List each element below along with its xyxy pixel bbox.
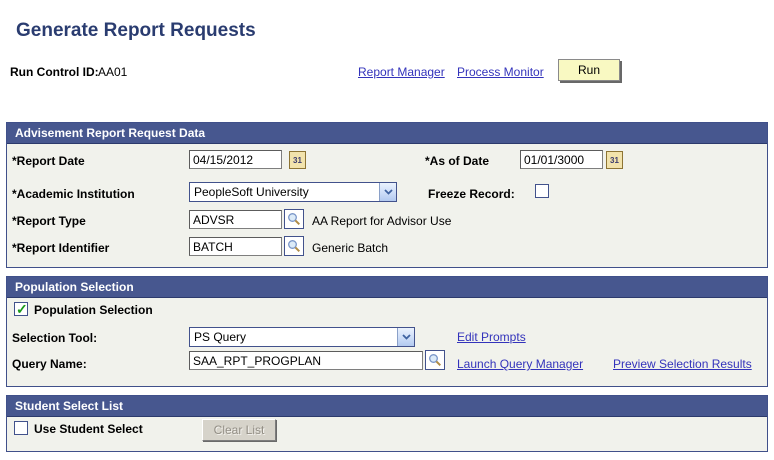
report-date-label: *Report Date (12, 154, 85, 168)
run-button[interactable]: Run (558, 59, 620, 81)
edit-prompts-link[interactable]: Edit Prompts (457, 330, 526, 344)
query-name-label: Query Name: (12, 357, 87, 371)
report-type-description: AA Report for Advisor Use (312, 214, 452, 228)
selection-tool-selected-value: PS Query (194, 330, 247, 344)
academic-institution-select[interactable]: PeopleSoft University (189, 182, 397, 202)
academic-institution-label: *Academic Institution (12, 187, 135, 201)
advisement-report-request-data-section: Advisement Report Request Data (6, 122, 768, 268)
population-selection-checkbox-label: Population Selection (34, 303, 153, 317)
selection-tool-label: Selection Tool: (12, 331, 98, 345)
launch-query-manager-link[interactable]: Launch Query Manager (457, 357, 584, 371)
chevron-down-icon[interactable] (397, 328, 414, 346)
freeze-record-label: Freeze Record: (428, 187, 515, 201)
freeze-record-checkbox[interactable] (535, 184, 549, 198)
as-of-date-input[interactable] (520, 150, 603, 169)
report-type-lookup-icon[interactable] (284, 209, 304, 229)
report-identifier-input[interactable] (189, 237, 282, 256)
report-identifier-description: Generic Batch (312, 241, 389, 255)
report-type-input[interactable] (189, 210, 282, 229)
report-manager-link[interactable]: Report Manager (358, 65, 445, 79)
report-identifier-lookup-icon[interactable] (284, 236, 304, 256)
report-date-input[interactable] (189, 150, 282, 169)
query-name-lookup-icon[interactable] (425, 350, 445, 370)
run-control-id-value: AA01 (98, 65, 128, 79)
population-selection-checkbox[interactable] (14, 301, 28, 318)
student-select-list-section: Student Select List (6, 395, 768, 452)
chevron-down-icon[interactable] (379, 183, 396, 201)
as-of-date-label: *As of Date (425, 154, 490, 168)
section-header-student-select: Student Select List (7, 396, 767, 417)
run-control-id-label: Run Control ID: (10, 65, 99, 79)
process-monitor-link[interactable]: Process Monitor (457, 65, 544, 79)
preview-selection-results-link[interactable]: Preview Selection Results (613, 357, 752, 371)
page-title: Generate Report Requests (16, 20, 256, 41)
selection-tool-select[interactable]: PS Query (189, 327, 415, 347)
use-student-select-label: Use Student Select (34, 422, 143, 436)
academic-institution-selected-value: PeopleSoft University (194, 185, 309, 199)
as-of-date-calendar-icon[interactable]: 31 (606, 151, 623, 169)
report-identifier-label: *Report Identifier (12, 241, 110, 255)
query-name-input[interactable] (189, 351, 423, 370)
report-type-label: *Report Type (12, 214, 86, 228)
section-header-population: Population Selection (7, 277, 767, 298)
report-date-calendar-icon[interactable]: 31 (289, 151, 306, 169)
use-student-select-checkbox[interactable] (14, 421, 28, 435)
clear-list-button[interactable]: Clear List (202, 419, 276, 441)
section-header-advisement: Advisement Report Request Data (7, 123, 767, 144)
